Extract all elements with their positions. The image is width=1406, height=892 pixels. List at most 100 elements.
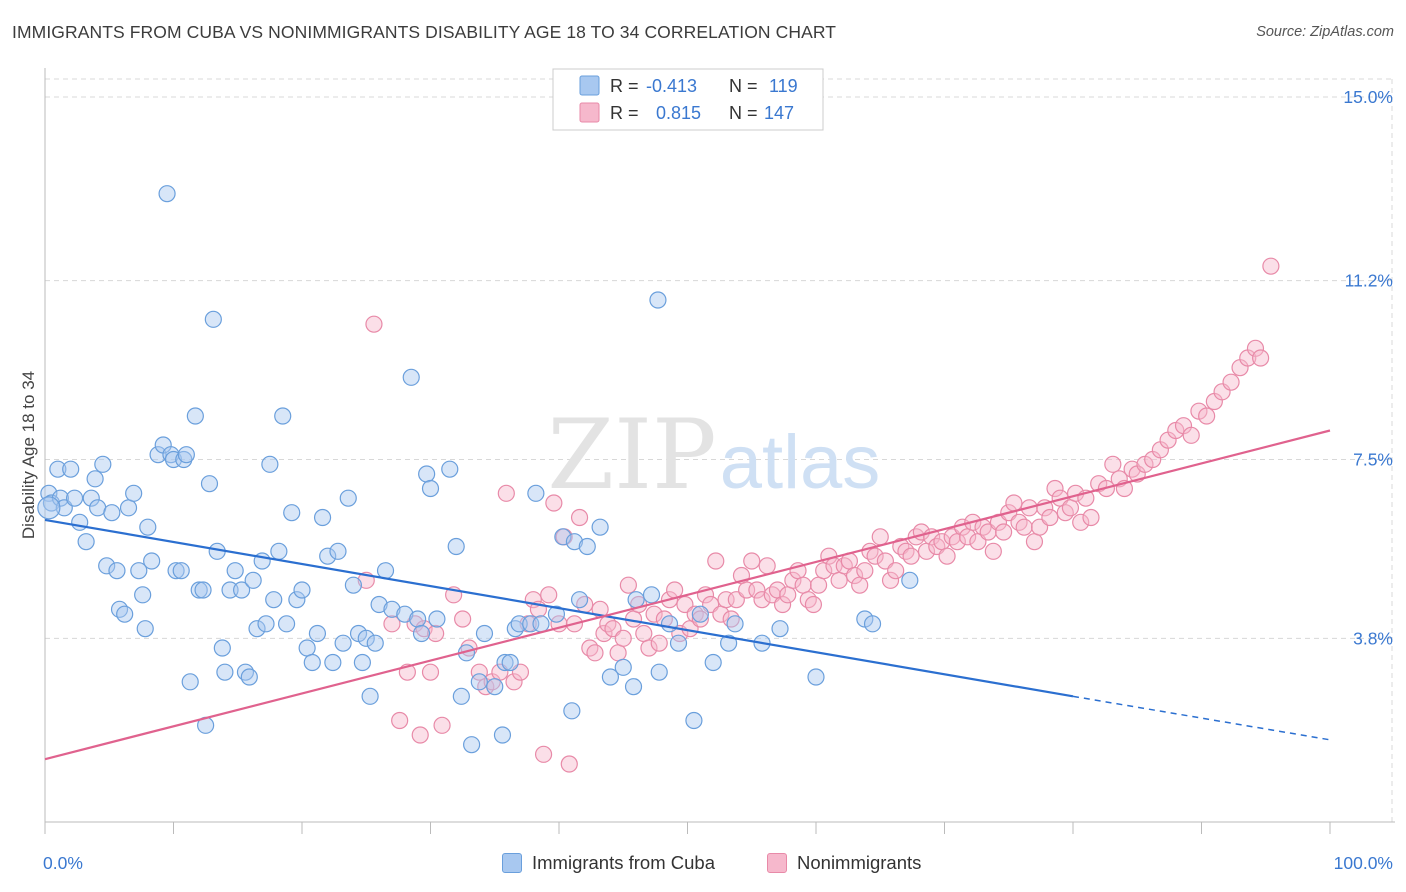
nonimmigrant-point bbox=[851, 576, 869, 594]
nonimmigrant-point bbox=[635, 624, 653, 643]
nonimmigrant-point bbox=[794, 576, 812, 594]
y-tick-label: 7.5% bbox=[1353, 450, 1393, 470]
cuba-point bbox=[402, 368, 420, 386]
cuba-point bbox=[216, 663, 234, 681]
cuba-point bbox=[158, 185, 176, 203]
nonimmigrant-point bbox=[427, 624, 445, 643]
cuba-point bbox=[547, 605, 566, 623]
cuba-point bbox=[685, 711, 703, 730]
cuba-point bbox=[37, 496, 61, 520]
chart-title: IMMIGRANTS FROM CUBA VS NONIMMIGRANTS DI… bbox=[12, 22, 837, 42]
nonimmigrant-point bbox=[1182, 426, 1200, 444]
nonimmigrant-point bbox=[1123, 460, 1141, 478]
nonimmigrant-point bbox=[614, 629, 632, 647]
nonimmigrant-point bbox=[1010, 513, 1028, 531]
cuba-point bbox=[270, 542, 288, 560]
nonimmigrant-point bbox=[871, 528, 889, 546]
cuba-point bbox=[361, 687, 379, 705]
nonimmigrant-point bbox=[570, 508, 589, 527]
cuba-point bbox=[669, 634, 688, 652]
cuba-point bbox=[65, 489, 84, 507]
nonimmigrant-point bbox=[365, 315, 383, 333]
cuba-point bbox=[447, 537, 465, 556]
cuba-point bbox=[660, 615, 679, 633]
nonimmigrants-points bbox=[357, 257, 1280, 773]
cuba-point bbox=[248, 620, 266, 638]
cuba-point bbox=[82, 489, 100, 507]
cuba-point bbox=[181, 673, 199, 691]
cuba-point bbox=[177, 446, 195, 464]
cuba-point bbox=[277, 615, 296, 633]
cuba-point bbox=[863, 615, 882, 633]
cuba-point bbox=[591, 518, 609, 536]
cuba-point bbox=[98, 557, 116, 575]
cuba-point bbox=[486, 678, 504, 696]
cuba-point bbox=[771, 620, 789, 638]
cuba-point bbox=[240, 668, 258, 686]
nonimmigrant-point bbox=[686, 605, 704, 623]
y-tick-label: 11.2% bbox=[1345, 271, 1393, 291]
nonimmigrant-point bbox=[454, 610, 472, 628]
cuba-point bbox=[493, 726, 512, 744]
nonimmigrant-point bbox=[650, 634, 668, 652]
nonimmigrant-point bbox=[411, 726, 429, 744]
legend-swatch-blue bbox=[579, 75, 600, 96]
cuba-point bbox=[807, 668, 825, 686]
nonimmigrant-point bbox=[1246, 339, 1265, 357]
cuba-trend-line bbox=[44, 518, 1074, 698]
nonimmigrant-point bbox=[984, 542, 1002, 560]
cuba-point bbox=[288, 591, 306, 609]
nonimmigrant-point bbox=[881, 571, 900, 589]
cuba-point bbox=[339, 489, 357, 507]
nonimmigrant-point bbox=[581, 639, 599, 657]
cuba-points bbox=[37, 185, 919, 754]
cuba-point bbox=[726, 615, 744, 633]
nonimmigrant-point bbox=[1198, 407, 1216, 425]
nonimmigrant-point bbox=[1005, 494, 1023, 512]
nonimmigrant-point bbox=[595, 624, 613, 643]
y-tick-labels: 3.8% 7.5% 11.2% 15.0% bbox=[1343, 87, 1393, 648]
cuba-point bbox=[293, 581, 311, 599]
nonimmigrant-point bbox=[1056, 504, 1074, 522]
cuba-point bbox=[578, 537, 596, 556]
nonimmigrant-point bbox=[748, 581, 766, 599]
cuba-point bbox=[265, 591, 283, 609]
cuba-point bbox=[532, 615, 550, 633]
source-label: Source: ZipAtlas.com bbox=[1256, 24, 1394, 40]
nonimmigrant-point bbox=[809, 576, 828, 594]
cuba-point bbox=[204, 310, 222, 328]
legend-n-label: N = bbox=[729, 103, 758, 123]
cuba-point bbox=[86, 470, 104, 488]
legend-n-value: 147 bbox=[764, 103, 794, 123]
cuba-point bbox=[463, 736, 481, 754]
cuba-point bbox=[470, 673, 488, 691]
nonimmigrant-point bbox=[887, 562, 905, 580]
nonimmigrant-point bbox=[1222, 373, 1240, 391]
cuba-point bbox=[412, 624, 431, 643]
cuba-point bbox=[244, 571, 262, 589]
cuba-point bbox=[496, 653, 514, 672]
cuba-point bbox=[642, 586, 661, 604]
nonimmigrant-point bbox=[804, 595, 823, 614]
nonimmigrant-point bbox=[758, 557, 776, 575]
x-tick-labels: 0.0% 100.0% bbox=[43, 853, 1393, 873]
cuba-point bbox=[103, 504, 121, 522]
cuba-point bbox=[383, 600, 401, 618]
nonimmigrant-point bbox=[707, 552, 725, 570]
legend-swatch-pink bbox=[579, 102, 600, 123]
cuba-point bbox=[233, 581, 251, 599]
nonimmigrant-point bbox=[1262, 257, 1280, 275]
nonimmigrant-point bbox=[609, 644, 627, 662]
nonimmigrant-point bbox=[497, 484, 515, 502]
cuba-point bbox=[143, 552, 161, 570]
cuba-point bbox=[901, 571, 919, 589]
cuba-point bbox=[283, 504, 301, 522]
y-axis-label: Disability Age 18 to 34 bbox=[19, 371, 38, 539]
y-tick-label: 3.8% bbox=[1353, 628, 1393, 648]
cuba-point bbox=[167, 562, 185, 580]
cuba-point bbox=[49, 460, 67, 478]
nonimmigrant-point bbox=[560, 755, 578, 773]
nonimmigrant-point bbox=[391, 711, 409, 730]
cuba-point bbox=[418, 465, 436, 483]
